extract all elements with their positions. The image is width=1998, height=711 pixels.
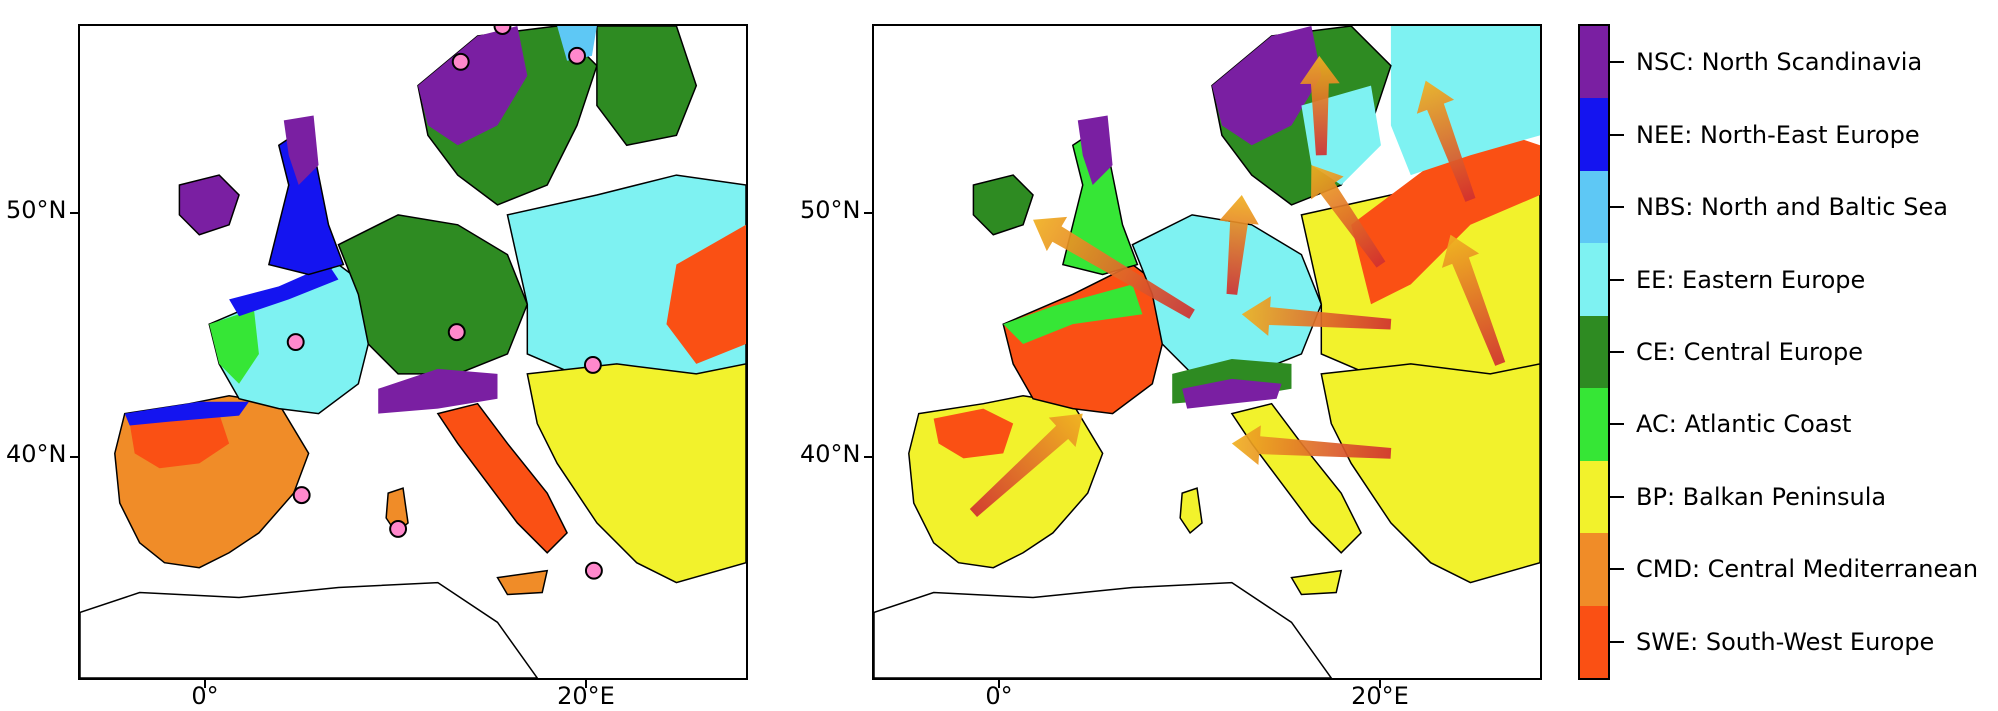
legend-tick (1610, 568, 1624, 571)
region-east-swe (666, 224, 746, 364)
map-panel-current (78, 24, 748, 680)
ytick-left-40n: 40°N (6, 440, 67, 468)
region-sardinia (1179, 487, 1203, 534)
shift-arrows (969, 55, 1506, 517)
region-norway-nsc (417, 26, 528, 146)
region-ireland (178, 174, 240, 236)
region-finland (596, 26, 698, 147)
region-balkans (1320, 363, 1540, 584)
region-scotland-nsc (1077, 115, 1113, 186)
region-africa (874, 581, 1333, 678)
legend-tick (1610, 640, 1624, 643)
station-marker (493, 26, 512, 35)
legend-item-label: SWE: South-West Europe (1636, 627, 1935, 656)
shift-arrow (1219, 194, 1259, 295)
legend-item-label: CE: Central Europe (1636, 338, 1864, 366)
region-france-ac (209, 309, 259, 384)
station-marker (584, 561, 603, 580)
legend-swatch (1580, 98, 1608, 172)
legend-swatch (1580, 533, 1608, 607)
station-marker (286, 333, 305, 352)
region-alps-nsc (1182, 378, 1282, 409)
legend-swatch (1580, 388, 1608, 462)
legend-swatch (1580, 460, 1608, 534)
legend-tick (1610, 133, 1624, 136)
map-future (874, 26, 1540, 678)
shift-arrow (969, 413, 1083, 517)
legend-tick (1610, 61, 1624, 64)
tick-mark (70, 456, 78, 458)
legend-item-label: NSC: North Scandinavia (1636, 48, 1923, 77)
region-iberia-swe (933, 408, 1014, 459)
region-north-ee (1390, 26, 1540, 176)
region-scotland-nsc (283, 115, 319, 186)
legend-tick (1610, 351, 1624, 353)
legend-swatch (1580, 243, 1608, 317)
legend-tick (1610, 495, 1624, 498)
tick-mark (998, 680, 1000, 688)
legend-item-label: CMD: Central Mediterranean (1636, 555, 1979, 584)
legend-item-label: EE: Eastern Europe (1636, 265, 1866, 294)
region-alps-nsc (378, 368, 498, 414)
station-marker (451, 52, 470, 71)
region-france-ac (1003, 284, 1143, 345)
station-marker (568, 46, 586, 65)
shift-arrow (1300, 55, 1340, 156)
ytick-left-50n: 50°N (6, 196, 67, 224)
region-baltic-nbs (557, 26, 597, 61)
station-marker (447, 323, 466, 342)
legend-swatch (1580, 170, 1608, 244)
legend-item-label: NBS: North and Baltic Sea (1636, 193, 1948, 222)
region-italy (436, 402, 568, 554)
legend-swatch (1580, 605, 1608, 679)
legend-item-label: BP: Balkan Peninsula (1636, 482, 1887, 511)
region-sicily (1290, 569, 1343, 596)
station-marker (389, 519, 408, 538)
region-east-swe (1351, 135, 1540, 305)
tick-mark (864, 456, 872, 458)
legend-swatch (1580, 26, 1608, 99)
region-balkans (526, 363, 746, 584)
shift-arrow (1311, 165, 1386, 268)
map-panel-future (872, 24, 1542, 680)
ytick-right-50n: 50°N (800, 196, 861, 224)
legend-swatch (1580, 315, 1608, 389)
legend-tick (1610, 423, 1624, 426)
region-iberia-swe (129, 411, 230, 469)
legend-tick (1610, 278, 1624, 281)
shift-arrow (1441, 234, 1506, 366)
station-marker (292, 486, 311, 505)
legend-colorbar (1578, 24, 1610, 680)
tick-mark (585, 680, 587, 688)
tick-mark (864, 212, 872, 214)
region-ireland (972, 174, 1034, 236)
legend-item-label: AC: Atlantic Coast (1636, 410, 1852, 439)
region-sicily (496, 569, 549, 596)
region-central (337, 214, 529, 375)
region-africa (80, 581, 539, 678)
shift-arrow (1231, 425, 1392, 466)
map-current (80, 26, 746, 678)
shift-arrow (1416, 80, 1476, 202)
region-norway-nsc (1211, 26, 1322, 146)
shift-arrow (1241, 296, 1392, 336)
legend-tick (1610, 206, 1624, 209)
shift-arrow (1033, 216, 1195, 319)
station-markers (286, 26, 603, 580)
tick-mark (1379, 680, 1381, 688)
region-brittany-nee (229, 264, 339, 317)
tick-mark (70, 212, 78, 214)
ytick-right-40n: 40°N (800, 440, 861, 468)
tick-mark (204, 680, 206, 688)
station-marker (583, 355, 602, 374)
legend-item-label: NEE: North-East Europe (1636, 120, 1920, 149)
region-iberia-nee (124, 401, 249, 426)
